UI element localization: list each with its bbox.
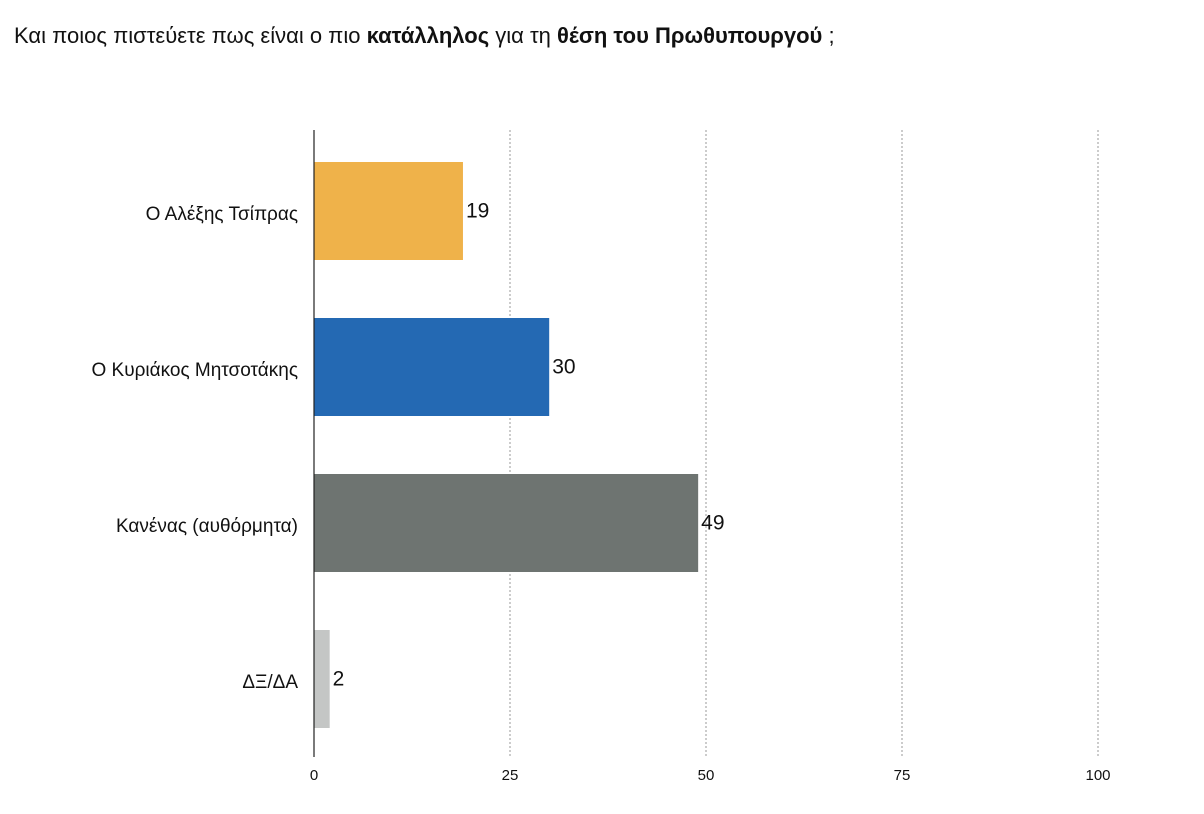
bar (314, 474, 699, 572)
x-tick-label: 50 (698, 767, 715, 784)
y-tick-label: Κανένας (αυθόρμητα) (116, 516, 298, 537)
y-tick-label: Ο Αλέξης Τσίπρας (146, 204, 298, 225)
chart-title: Και ποιος πιστεύετε πως είναι ο πιο κατά… (14, 23, 835, 48)
bar (314, 162, 463, 260)
x-tick-label: 100 (1085, 767, 1110, 784)
x-tick-label: 75 (894, 767, 911, 784)
value-label: 2 (333, 668, 345, 691)
title-part: κατάλληλος (367, 23, 490, 48)
title-part: Και ποιος πιστεύετε πως είναι ο πιο (14, 23, 367, 48)
x-tick-label: 25 (502, 767, 519, 784)
y-tick-label: ΔΞ/ΔΑ (242, 672, 298, 693)
value-label: 19 (466, 200, 489, 223)
value-label: 49 (701, 512, 724, 535)
title-part: θέση του Πρωθυπουργού (557, 23, 822, 48)
bar (314, 318, 550, 416)
bar (314, 630, 330, 728)
x-tick-label: 0 (310, 767, 318, 784)
title-part: για τη (489, 23, 557, 48)
y-tick-label: Ο Κυριάκος Μητσοτάκης (91, 360, 298, 381)
title-part: ; (822, 23, 834, 48)
value-label: 30 (552, 356, 575, 379)
